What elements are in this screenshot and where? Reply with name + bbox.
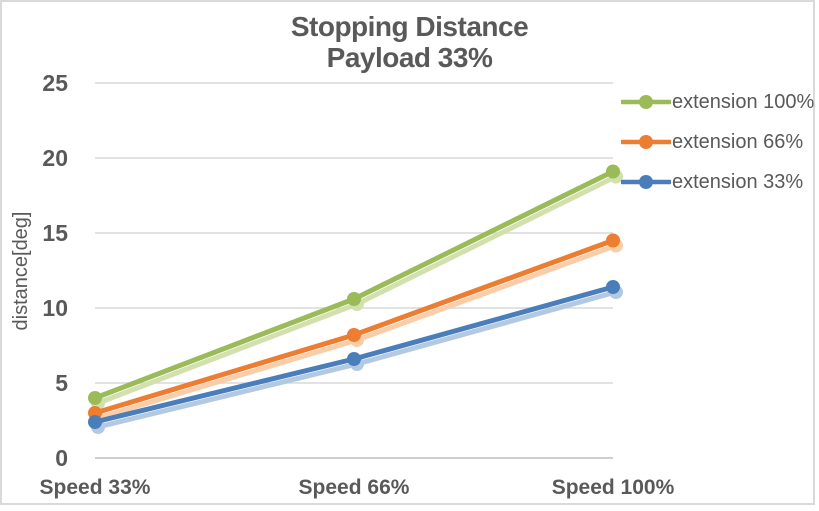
data-point-extension-100 — [88, 391, 102, 405]
legend-dot-sample — [639, 95, 653, 109]
legend-dot-sample — [639, 135, 653, 149]
data-point-extension-33 — [88, 415, 102, 429]
x-axis-label: Speed 66% — [299, 476, 410, 499]
data-point-extension-33 — [347, 352, 361, 366]
legend-label: extension 66% — [672, 130, 804, 153]
legend-label: extension 33% — [672, 170, 804, 193]
y-tick-label: 0 — [55, 445, 68, 471]
data-point-extension-33 — [606, 280, 620, 294]
chart-title: Stopping Distance — [290, 11, 529, 42]
data-point-extension-100 — [606, 164, 620, 179]
y-tick-label: 15 — [42, 220, 68, 246]
legend-marker-icon — [621, 135, 671, 149]
legend-marker-icon — [621, 175, 671, 189]
legend-dot-sample — [639, 175, 653, 189]
x-axis-label: Speed 33% — [40, 476, 151, 499]
y-tick-label: 20 — [42, 145, 68, 171]
y-axis-title: distance[deg] — [10, 212, 32, 331]
data-point-extension-66 — [347, 328, 361, 342]
legend-item-extension-100: extension 100% — [621, 82, 814, 122]
legend-label: extension 100% — [672, 90, 815, 113]
legend-item-extension-66: extension 66% — [621, 122, 814, 162]
legend-item-extension-33: extension 33% — [621, 162, 814, 202]
legend-marker-icon — [621, 95, 671, 109]
legend: extension 100% extension 66% extension 33% — [621, 82, 814, 202]
y-tick-label: 10 — [42, 295, 68, 321]
chart-subtitle: Payload 33% — [326, 42, 493, 73]
data-point-extension-100 — [347, 292, 361, 306]
series-line-extension-66 — [92, 238, 616, 416]
y-tick-label: 5 — [55, 370, 68, 396]
data-point-extension-66 — [606, 233, 620, 248]
x-axis-label: Speed 100% — [552, 476, 675, 499]
chart-title-block: Stopping Distance Payload 33% — [0, 11, 819, 73]
y-tick-label: 25 — [42, 70, 68, 96]
